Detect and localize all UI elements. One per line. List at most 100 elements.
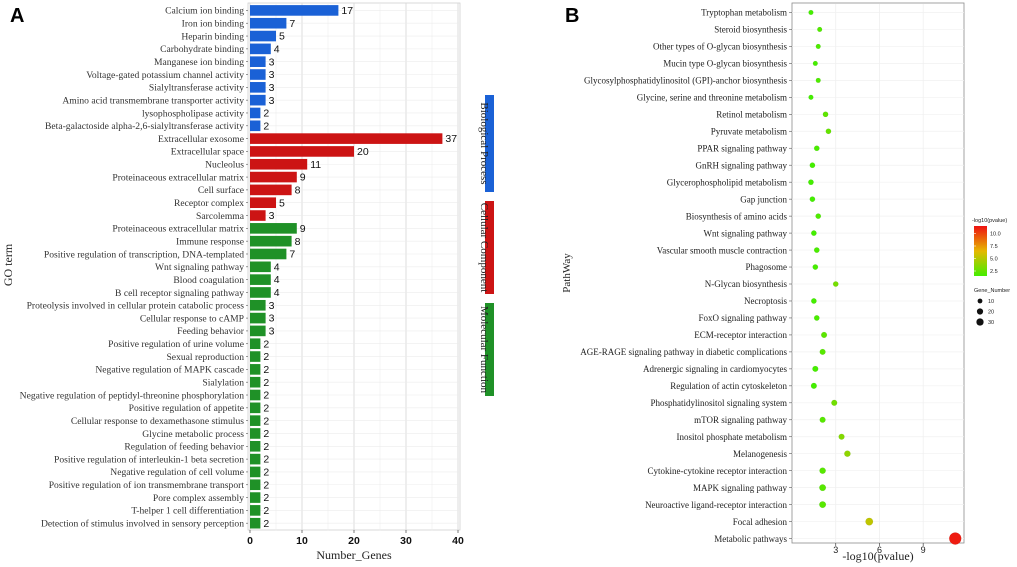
bar-value-label: 2 — [263, 120, 269, 132]
bar-value-label: 2 — [263, 492, 269, 504]
dot-category-label: Metabolic pathways — [714, 534, 787, 544]
color-legend-ticks: 10.0 7.5 5.0 2.5 — [974, 232, 1001, 275]
dot-point — [813, 247, 820, 253]
bar — [250, 158, 308, 170]
bar-category-label: Nucleolus — [205, 160, 244, 171]
group-strip — [485, 201, 494, 294]
bar-value-label: 3 — [269, 69, 275, 81]
bar — [250, 479, 261, 491]
bar-value-label: 3 — [269, 82, 275, 94]
bar-value-label: 8 — [295, 184, 301, 196]
dot-point — [813, 315, 820, 321]
bar — [250, 389, 261, 401]
bar — [250, 30, 276, 42]
bar — [250, 517, 261, 529]
bar-category-label: Extracellular exosome — [158, 134, 244, 145]
dot-category-label: MAPK signaling pathway — [693, 483, 787, 493]
bar-category-label: Positive regulation of transcription, DN… — [44, 249, 244, 260]
bar — [250, 56, 266, 67]
bar-category-label: Wnt signaling pathway — [155, 262, 244, 273]
x-tick-label: 3 — [833, 545, 838, 555]
bar-value-label: 2 — [263, 518, 269, 530]
bar — [250, 17, 287, 29]
bar-value-label: 11 — [310, 159, 321, 171]
color-legend-gradient — [974, 226, 987, 276]
dot-point — [809, 196, 816, 202]
dot-gridlines — [792, 4, 964, 542]
size-legend-title: Gene_Number — [974, 288, 1010, 294]
bar-value-label: 7 — [289, 18, 295, 30]
bar-category-label: Extracellular space — [171, 147, 244, 158]
dot-category-label: Cytokine-cytokine receptor interaction — [648, 466, 788, 476]
bar-value-label: 5 — [279, 197, 285, 209]
dot-point — [865, 517, 874, 526]
dot-point — [815, 213, 822, 219]
dot-category-label: Mucin type O-glycan biosynthesis — [663, 59, 787, 69]
bar-value-label: 2 — [263, 479, 269, 491]
dot-category-label: Tryptophan metabolism — [701, 8, 787, 18]
bar-category-label: Amino acid transmembrane transporter act… — [62, 95, 244, 106]
dot-point — [817, 26, 823, 33]
dot-point — [811, 298, 817, 304]
bar-category-label: Negative regulation of MAPK cascade — [95, 365, 244, 376]
bar — [250, 133, 443, 144]
bar-category-labels: Calcium ion binding Iron ion bindingHepar… — [20, 6, 248, 530]
dot-point — [819, 348, 826, 355]
bar-category-label: Glycine metabolic process — [142, 429, 244, 440]
dot-category-label: Biosynthesis of amino acids — [686, 211, 788, 221]
bar — [250, 287, 271, 298]
bar-value-label: 8 — [295, 236, 301, 248]
bar-category-label: Sialylation — [202, 377, 244, 388]
dot-category-label: FoxO signaling pathway — [699, 313, 788, 323]
bar-value-label: 20 — [357, 146, 369, 158]
bar-value-label: 2 — [263, 338, 269, 350]
panel-b: B Tryptophan metabolism Steroid biosynthe… — [561, 2, 1010, 563]
dot-point — [812, 60, 818, 66]
bar — [250, 210, 266, 221]
color-legend-tick-label: 2.5 — [990, 269, 998, 275]
x-tick-label: 30 — [400, 535, 412, 547]
group-strip-label: Biological Process — [478, 102, 490, 184]
size-legend-dot — [976, 318, 984, 326]
bar — [250, 82, 266, 93]
dot-point — [819, 501, 827, 509]
bar-category-label: Carbohydrate binding — [160, 44, 244, 55]
dot-series — [808, 9, 962, 545]
bar — [250, 428, 261, 439]
bar-category-label: Sexual reproduction — [166, 352, 244, 363]
bar — [250, 440, 261, 452]
color-legend-tick-label: 10.0 — [990, 232, 1001, 238]
bar-category-label: Detection of stimulus involved in sensor… — [41, 519, 244, 530]
dot-plot-area — [791, 2, 965, 544]
bar-category-label: Sialyltransferase activity — [149, 83, 244, 94]
dot-category-label: Vascular smooth muscle contraction — [657, 245, 788, 255]
size-legend-label: 10 — [988, 299, 994, 305]
bar — [250, 146, 354, 157]
dot-point — [822, 111, 829, 118]
dot-category-label: Focal adhesion — [733, 517, 788, 527]
panel-a: A 17754333322372011985398744433322222222… — [1, 2, 494, 562]
bar — [250, 171, 297, 183]
bar-value-label: 5 — [279, 31, 285, 43]
bar-value-label: 3 — [269, 210, 275, 222]
dot-category-label: AGE-RAGE signaling pathway in diabetic c… — [580, 347, 787, 357]
bar-value-label: 37 — [445, 133, 457, 145]
bar-category-label: Sarcolemma — [196, 211, 245, 222]
bar — [250, 235, 292, 247]
bar-value-label: 17 — [341, 5, 353, 17]
dot-point — [838, 433, 845, 440]
bar-value-label: 2 — [263, 454, 269, 466]
bar-category-label: Negative regulation of cell volume — [110, 467, 244, 478]
dot-point — [808, 9, 814, 16]
group-strip-label: Molecular Function — [478, 306, 490, 394]
bar-category-label: Proteinaceous extracellular matrix — [112, 172, 244, 183]
bar-category-label: Immune response — [176, 236, 244, 247]
bar — [250, 351, 261, 362]
dot-category-label: ECM-receptor interaction — [694, 330, 787, 340]
bar-value-labels: 1775433332237201198539874443332222222222… — [263, 5, 457, 530]
bar — [250, 492, 261, 503]
dot-category-label: Neuroactive ligand-receptor interaction — [645, 500, 787, 510]
dot-category-label: Melanogenesis — [733, 449, 787, 459]
bar — [250, 94, 266, 106]
bar-category-label: Blood coagulation — [173, 275, 244, 286]
